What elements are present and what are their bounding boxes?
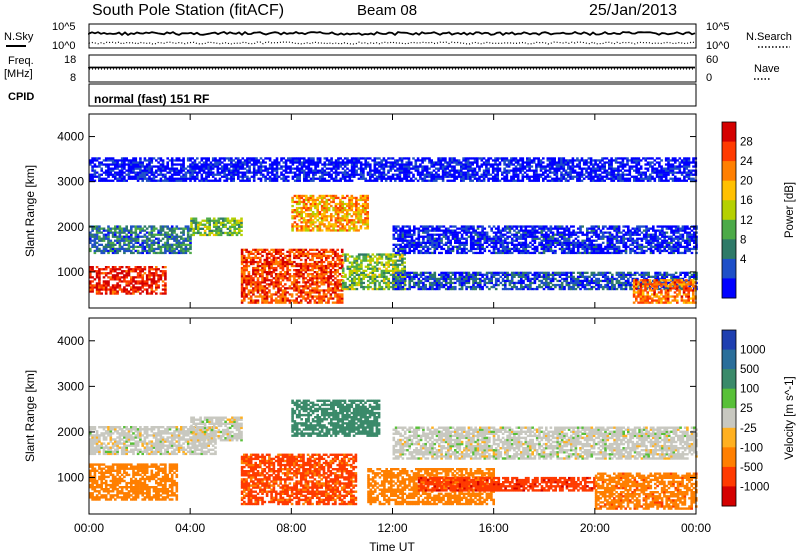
- data-band: [291, 399, 381, 437]
- colorbar-tick-label: -25: [740, 423, 757, 435]
- nsearch-trace: [88, 41, 696, 45]
- data-band: [190, 217, 243, 237]
- colorbar-label: Power [dB]: [784, 182, 796, 238]
- data-band: [89, 157, 698, 182]
- nsearch-tick-bottom: 10^0: [706, 40, 730, 52]
- y-tick-label: 3000: [57, 379, 84, 393]
- beam-title: Beam 08: [357, 2, 417, 19]
- colorbar-swatch: [722, 278, 736, 299]
- colorbar-tick-label: -1000: [740, 481, 769, 493]
- data-band: [89, 225, 192, 255]
- colorbar-swatch: [722, 408, 736, 429]
- data-band: [190, 416, 243, 442]
- data-band: [392, 225, 698, 255]
- colorbar-swatch: [722, 486, 736, 507]
- data-band: [291, 194, 369, 232]
- nsky-panel: [88, 23, 697, 49]
- data-band: [240, 453, 358, 506]
- x-tick-label: 20:00: [580, 521, 610, 535]
- colorbar-tick-label: 24: [740, 156, 753, 168]
- colorbar-swatch: [722, 427, 736, 448]
- colorbar-swatch: [722, 219, 736, 240]
- colorbar-swatch: [722, 258, 736, 279]
- data-band: [632, 279, 697, 304]
- y-tick-label: 1000: [57, 265, 84, 279]
- y-axis-label: Slant Range [km]: [23, 370, 37, 462]
- y-tick-label: 4000: [57, 334, 84, 348]
- nave-tick-top: 60: [706, 54, 718, 66]
- x-tick-label: 04:00: [175, 521, 205, 535]
- nsky-tick-top: 10^5: [52, 21, 76, 33]
- nave-label: Nave: [754, 63, 780, 75]
- colorbar-swatch: [722, 122, 736, 143]
- colorbar-swatch: [722, 466, 736, 487]
- colorbar-tick-label: 28: [740, 137, 753, 149]
- x-tick-label: 12:00: [377, 521, 407, 535]
- data-band: [392, 271, 698, 291]
- x-tick-label: 08:00: [276, 521, 306, 535]
- freq-tick-bottom: 8: [70, 72, 76, 84]
- data-band: [392, 426, 698, 460]
- nave-tick-bottom: 0: [706, 72, 712, 84]
- x-tick-label: 00:00: [74, 521, 104, 535]
- colorbar-tick-label: 500: [740, 364, 759, 376]
- colorbar-tick-label: 12: [740, 215, 753, 227]
- data-band: [240, 248, 344, 304]
- freq-tick-top: 18: [64, 54, 76, 66]
- cpid-panel: [88, 83, 697, 107]
- colorbar-swatch: [722, 239, 736, 260]
- x-tick-label: 00:00: [681, 521, 711, 535]
- y-tick-label: 4000: [57, 130, 84, 144]
- nsky-tick-bottom: 10^0: [52, 40, 76, 52]
- colorbar-tick-label: 20: [740, 176, 753, 188]
- colorbar: 28 24 20 16 12 8 4 Power [dB]: [721, 121, 796, 299]
- colorbar-swatch: [722, 388, 736, 409]
- x-axis-title: Time UT: [369, 540, 415, 554]
- x-tick-label: 16:00: [479, 521, 509, 535]
- colorbar-swatch: [722, 349, 736, 370]
- colorbar-tick-label: 100: [740, 384, 759, 396]
- date-title: 25/Jan/2013: [589, 2, 677, 19]
- colorbar-swatch: [722, 330, 736, 351]
- colorbar-tick-label: 8: [740, 234, 746, 246]
- data-band: [417, 476, 596, 492]
- colorbar-swatch: [722, 161, 736, 182]
- power-panel: 1000 2000 3000 4000 Slant Range [km] 28 24 20 16…: [23, 113, 796, 309]
- freq-trace: [88, 66, 695, 69]
- y-tick-label: 3000: [57, 175, 84, 189]
- data-band: [89, 426, 217, 456]
- colorbar-swatch: [722, 141, 736, 162]
- colorbar-swatch: [722, 200, 736, 221]
- colorbar-swatch: [722, 180, 736, 201]
- y-axis-label: Slant Range [km]: [23, 165, 37, 257]
- colorbar-tick-label: 25: [740, 403, 753, 415]
- colorbar-swatch: [722, 447, 736, 468]
- colorbar-tick-label: -500: [740, 462, 763, 474]
- nsearch-tick-top: 10^5: [706, 21, 730, 33]
- colorbar-tick-label: 1000: [740, 345, 766, 357]
- cpid-label: CPID: [8, 91, 34, 103]
- colorbar: 1000 500 100 25 -25 -100 -500 -1000 Velocity [m …: [721, 329, 796, 507]
- y-tick-label: 2000: [57, 220, 84, 234]
- nsky-label: N.Sky: [4, 31, 34, 43]
- cpid-text: normal (fast) 151 RF: [94, 92, 209, 106]
- data-band: [89, 463, 179, 501]
- colorbar-tick-label: 16: [740, 195, 753, 207]
- data-band: [89, 266, 167, 295]
- nsearch-label: N.Search: [746, 31, 792, 43]
- freq-label: Freq.: [8, 55, 34, 67]
- colorbar-swatch: [722, 369, 736, 390]
- station-title: South Pole Station (fitACF): [92, 2, 284, 19]
- y-tick-label: 1000: [57, 471, 84, 485]
- y-tick-label: 2000: [57, 425, 84, 439]
- nsky-trace: [88, 30, 696, 37]
- data-band: [594, 472, 698, 510]
- colorbar-tick-label: 4: [740, 254, 747, 266]
- velocity-panel: 1000 2000 3000 4000 Slant Range [km] 00:00 04:…: [23, 317, 796, 535]
- colorbar-label: Velocity [m s^-1]: [784, 376, 796, 459]
- freq-unit: [MHz]: [4, 68, 33, 80]
- colorbar-tick-label: -100: [740, 442, 763, 454]
